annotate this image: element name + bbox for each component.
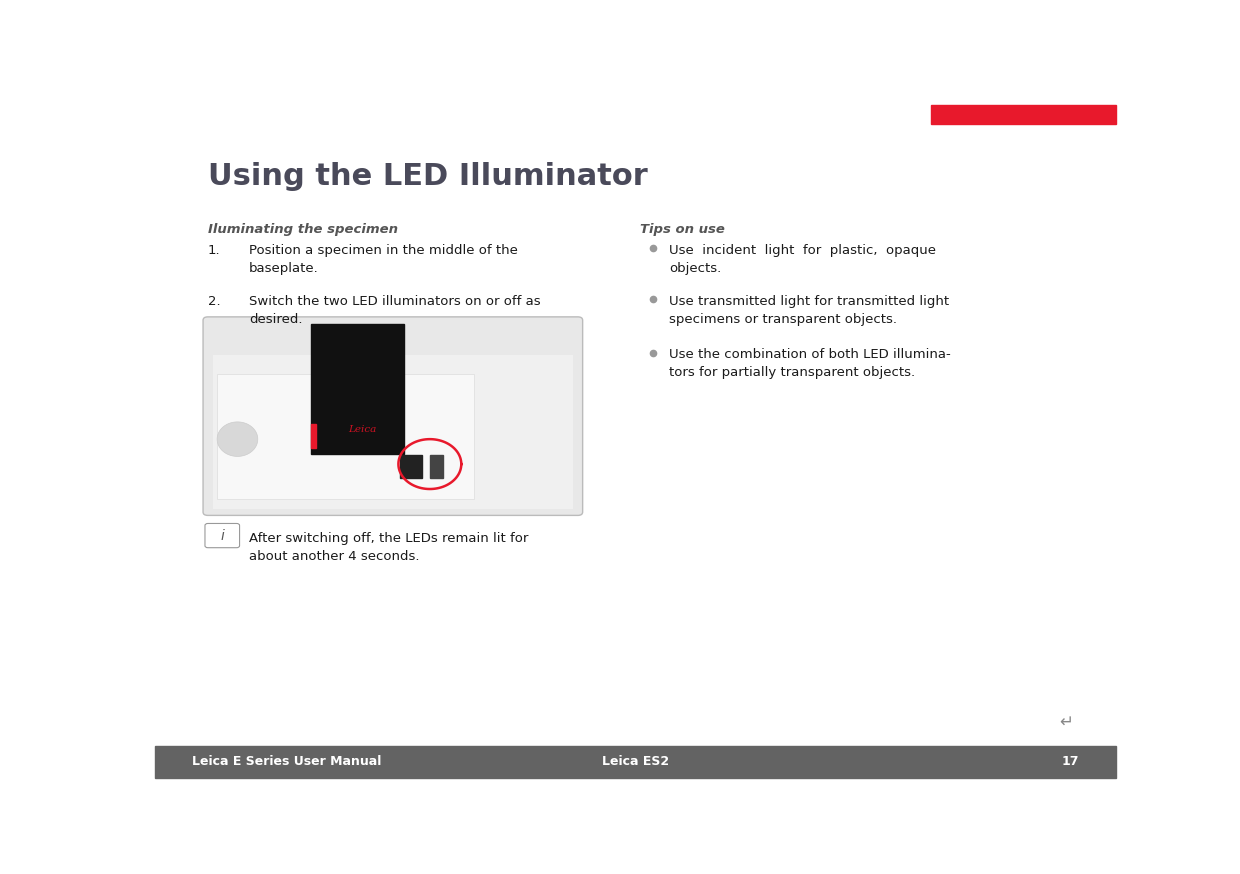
Text: Tips on use: Tips on use: [640, 223, 725, 236]
Text: 2.: 2.: [208, 295, 221, 308]
Bar: [311, 324, 404, 454]
Bar: [401, 455, 423, 478]
Polygon shape: [217, 374, 474, 498]
Polygon shape: [213, 355, 573, 509]
Text: Leica ES2: Leica ES2: [601, 755, 670, 768]
Text: Using the LED Illuminator: Using the LED Illuminator: [208, 162, 647, 191]
Text: Switch the two LED illuminators on or off as
desired.: Switch the two LED illuminators on or of…: [249, 295, 541, 326]
Bar: [931, 105, 1116, 124]
Text: Leica E Series User Manual: Leica E Series User Manual: [191, 755, 381, 768]
Text: i: i: [221, 529, 224, 543]
Text: Iluminating the specimen: Iluminating the specimen: [208, 223, 398, 236]
Text: Leica: Leica: [348, 425, 377, 434]
Bar: [311, 425, 316, 448]
Text: Use transmitted light for transmitted light
specimens or transparent objects.: Use transmitted light for transmitted li…: [670, 295, 950, 326]
Text: After switching off, the LEDs remain lit for
about another 4 seconds.: After switching off, the LEDs remain lit…: [249, 532, 528, 563]
Bar: [155, 746, 1116, 778]
FancyBboxPatch shape: [203, 317, 583, 516]
Text: 1.: 1.: [208, 244, 221, 257]
Text: Position a specimen in the middle of the
baseplate.: Position a specimen in the middle of the…: [249, 244, 518, 275]
Text: Use the combination of both LED illumina-
tors for partially transparent objects: Use the combination of both LED illumina…: [670, 349, 951, 379]
Text: 17: 17: [1061, 755, 1080, 768]
FancyBboxPatch shape: [205, 524, 239, 548]
Text: ↵: ↵: [1059, 713, 1073, 731]
Polygon shape: [217, 422, 258, 456]
Bar: [430, 455, 443, 478]
Text: Use  incident  light  for  plastic,  opaque
objects.: Use incident light for plastic, opaque o…: [670, 244, 936, 275]
